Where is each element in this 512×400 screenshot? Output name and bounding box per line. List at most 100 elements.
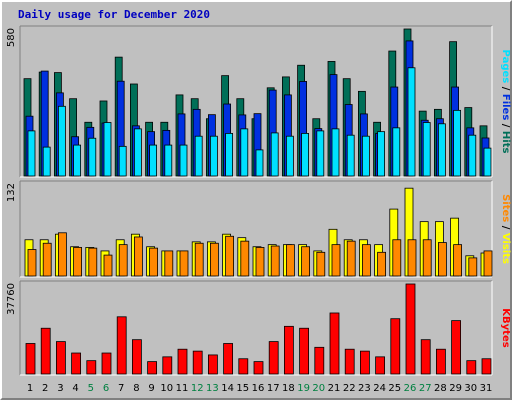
middle-sites-bar-day-26	[407, 239, 417, 277]
bottom-kbytes-bar-day-12	[192, 350, 203, 375]
middle-sites-bar-day-9	[149, 247, 159, 277]
top-pages-bar-day-24	[377, 131, 386, 177]
top-pages-bar-day-25	[392, 127, 401, 177]
middle-sites-bar-day-24	[377, 251, 387, 277]
legend-sites: Sites	[500, 194, 511, 222]
x-tick-label-day-28: 28	[434, 383, 447, 394]
middle-sites-bar-day-15	[240, 240, 250, 277]
x-tick-label-day-26: 26	[404, 383, 417, 394]
bottom-kbytes-bar-day-27	[420, 339, 431, 375]
x-tick-label-day-17: 17	[267, 383, 280, 394]
top-pages-bar-day-26	[407, 67, 416, 177]
x-tick-label-day-1: 1	[27, 383, 33, 394]
middle-sites-bar-day-17	[270, 245, 280, 277]
middle-sites-bar-day-27	[422, 239, 432, 277]
top-pages-bar-day-30	[468, 134, 477, 177]
bottom-kbytes-bar-day-8	[131, 339, 142, 375]
bottom-kbytes-bar-day-24	[375, 356, 386, 375]
x-tick-label-day-13: 13	[206, 383, 219, 394]
bottom-kbytes-bar-day-6	[101, 352, 112, 375]
bottom-kbytes-bar-day-3	[56, 341, 66, 375]
x-tick-label-day-5: 5	[88, 383, 94, 394]
middle-sites-bar-day-25	[392, 239, 402, 277]
bottom-kbytes-bar-day-15	[238, 358, 249, 375]
x-tick-label-day-8: 8	[133, 383, 139, 394]
bottom-kbytes-bar-day-9	[147, 361, 158, 375]
bottom-kbytes-bar-day-4	[71, 352, 81, 375]
top-pages-bar-day-15	[240, 128, 249, 177]
middle-sites-bar-day-2	[42, 242, 52, 277]
top-pages-bar-day-11	[179, 144, 188, 177]
middle-sites-bar-day-22	[346, 240, 356, 277]
top-pages-bar-day-17	[270, 132, 279, 177]
middle-sites-bar-day-19	[301, 246, 311, 277]
x-tick-label-day-19: 19	[297, 383, 310, 394]
x-tick-label-day-27: 27	[419, 383, 432, 394]
top-pages-bar-day-18	[285, 135, 294, 177]
bottom-kbytes-bar-day-18	[283, 325, 294, 375]
x-tick-label-day-16: 16	[252, 383, 265, 394]
top-pages-bar-day-5	[88, 137, 97, 177]
legend-visits: Visits	[500, 233, 511, 264]
legend-kbytes: KBytes	[500, 308, 511, 347]
x-tick-label-day-25: 25	[388, 383, 401, 394]
x-tick-label-day-4: 4	[72, 383, 78, 394]
x-tick-label-day-6: 6	[103, 383, 109, 394]
bottom-kbytes-bar-day-19	[299, 327, 310, 375]
bottom-kbytes-bar-day-13	[207, 354, 218, 375]
bottom-kbytes-bar-day-2	[40, 327, 51, 375]
x-tick-label-day-10: 10	[160, 383, 173, 394]
x-tick-label-day-14: 14	[221, 383, 234, 394]
x-tick-label-day-22: 22	[343, 383, 356, 394]
bottom-kbytes-bar-day-29	[451, 320, 462, 375]
middle-sites-bar-day-13	[209, 242, 219, 277]
middle-sites-bar-day-30	[468, 257, 478, 277]
top-pages-bar-day-8	[133, 128, 142, 177]
bottom-kbytes-bar-day-5	[86, 360, 97, 375]
top-pages-bar-day-20	[316, 130, 325, 177]
top-pages-bar-day-19	[301, 133, 310, 177]
legend-top: Pages / Files / Hits	[500, 50, 511, 154]
middle-sites-bar-day-5	[88, 247, 98, 277]
y-max-label-top: 580	[6, 28, 17, 47]
legend-separator: /	[500, 83, 511, 94]
top-pages-bar-day-31	[483, 147, 492, 177]
middle-sites-bar-day-12	[194, 242, 204, 277]
middle-sites-bar-day-4	[73, 247, 82, 277]
top-pages-bar-day-23	[361, 135, 370, 177]
middle-sites-bar-day-14	[225, 235, 235, 277]
bottom-kbytes-bar-day-16	[253, 361, 264, 375]
top-pages-bar-day-13	[209, 135, 218, 177]
middle-sites-bar-day-16	[255, 247, 265, 277]
bottom-kbytes-bar-day-7	[116, 316, 127, 375]
x-tick-label-day-21: 21	[328, 383, 341, 394]
bottom-kbytes-bar-day-17	[268, 341, 279, 375]
top-pages-bar-day-10	[164, 144, 173, 177]
middle-sites-bar-day-3	[58, 232, 67, 277]
bottom-kbytes-bar-day-23	[359, 350, 370, 375]
legend-pages: Pages	[500, 50, 511, 84]
x-tick-label-day-18: 18	[282, 383, 295, 394]
x-tick-label-day-30: 30	[464, 383, 477, 394]
top-pages-bar-day-12	[194, 135, 203, 177]
bottom-kbytes-bar-day-21	[329, 312, 340, 375]
top-pages-bar-day-27	[422, 122, 431, 177]
y-max-label-bottom: 37760	[6, 283, 17, 315]
bottom-kbytes-bar-day-30	[466, 360, 477, 375]
x-tick-label-day-20: 20	[312, 383, 325, 394]
legend-separator: /	[500, 222, 511, 233]
y-max-label-middle: 132	[6, 183, 17, 202]
top-pages-bar-day-9	[149, 144, 158, 177]
x-tick-label-day-23: 23	[358, 383, 371, 394]
x-tick-label-day-3: 3	[57, 383, 63, 394]
top-pages-bar-day-7	[118, 145, 127, 177]
bottom-kbytes-bar-day-1	[25, 343, 36, 375]
x-tick-label-day-12: 12	[191, 383, 204, 394]
legend-separator: /	[500, 120, 511, 131]
legend-middle: Sites / Visits	[500, 194, 511, 264]
top-pages-bar-day-22	[346, 134, 355, 177]
top-pages-bar-day-21	[331, 128, 340, 177]
x-tick-label-day-11: 11	[176, 383, 189, 394]
bottom-kbytes-bar-day-26	[405, 283, 416, 375]
middle-sites-bar-day-28	[437, 242, 447, 277]
